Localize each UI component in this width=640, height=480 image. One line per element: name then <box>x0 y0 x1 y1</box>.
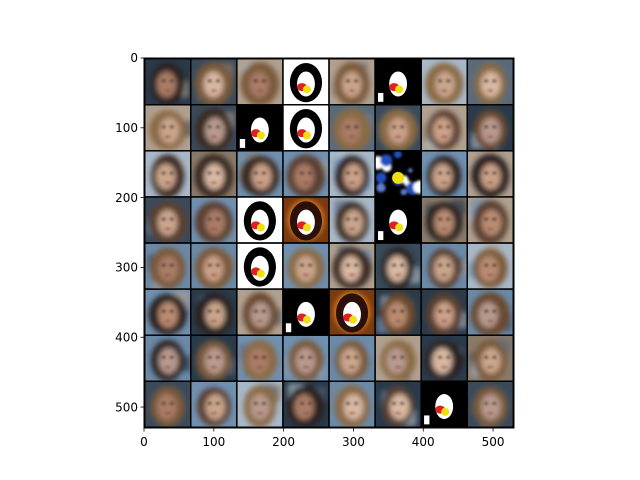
image-tile <box>329 243 375 289</box>
image-tile <box>467 289 513 335</box>
image-tile <box>375 335 421 381</box>
image-tile <box>237 105 283 151</box>
image-tile <box>283 335 329 381</box>
image-tile <box>329 381 375 427</box>
image-tile <box>283 289 329 335</box>
image-tile <box>191 197 237 243</box>
image-tile <box>237 59 283 105</box>
y-axis: 0 100 200 300 400 500 <box>115 51 144 414</box>
image-tile <box>375 59 421 105</box>
image-tile <box>145 289 191 335</box>
image-tile <box>283 105 329 151</box>
image-tile <box>191 105 237 151</box>
y-tick-label: 200 <box>115 191 138 205</box>
image-tile <box>145 381 191 427</box>
image-tile <box>237 289 283 335</box>
x-tick-label: 0 <box>140 435 148 449</box>
image-tile <box>467 105 513 151</box>
image-tile <box>283 243 329 289</box>
image-tile <box>329 335 375 381</box>
image-tile <box>237 243 283 289</box>
plot-area <box>144 58 514 428</box>
image-tile <box>421 335 467 381</box>
image-tile <box>467 243 513 289</box>
image-tile <box>421 243 467 289</box>
image-tile <box>191 59 237 105</box>
image-tile <box>283 381 329 427</box>
image-tile <box>237 335 283 381</box>
image-tile <box>283 151 329 197</box>
image-tile <box>467 197 513 243</box>
x-tick-label: 400 <box>412 435 435 449</box>
image-tile <box>375 243 421 289</box>
image-tile <box>467 381 513 427</box>
y-tick-label: 400 <box>115 330 138 344</box>
image-tile <box>421 197 467 243</box>
y-tick-label: 0 <box>130 51 138 65</box>
image-tile <box>329 59 375 105</box>
image-tile <box>191 243 237 289</box>
image-tile <box>421 151 467 197</box>
image-tile <box>191 381 237 427</box>
image-tile <box>329 289 375 335</box>
image-tile <box>145 105 191 151</box>
image-tile <box>375 197 421 243</box>
x-tick-label: 300 <box>342 435 365 449</box>
image-tile <box>375 105 421 151</box>
image-tile <box>283 59 329 105</box>
image-tile <box>145 151 191 197</box>
image-tile <box>145 197 191 243</box>
image-tile <box>283 197 329 243</box>
image-tile <box>421 105 467 151</box>
image-tile <box>237 151 283 197</box>
y-tick-label: 500 <box>115 400 138 414</box>
x-tick-label: 500 <box>482 435 505 449</box>
image-tile <box>467 335 513 381</box>
image-tile <box>329 151 375 197</box>
axes-frame <box>143 57 515 429</box>
image-tile <box>145 243 191 289</box>
image-tile <box>375 151 421 197</box>
image-tile <box>145 335 191 381</box>
image-tile <box>467 151 513 197</box>
y-tick-label: 300 <box>115 261 138 275</box>
x-axis: 0 100 200 300 400 500 <box>140 428 505 449</box>
image-tile <box>375 381 421 427</box>
image-tile <box>191 289 237 335</box>
image-tile <box>329 105 375 151</box>
image-tile <box>375 289 421 335</box>
image-tile <box>421 289 467 335</box>
image-tile <box>329 197 375 243</box>
image-tile <box>145 59 191 105</box>
image-tile <box>191 151 237 197</box>
image-tile <box>237 197 283 243</box>
image-tile <box>421 59 467 105</box>
y-tick-label: 100 <box>115 121 138 135</box>
image-tiles <box>145 59 513 427</box>
image-tile <box>467 59 513 105</box>
image-tile <box>191 335 237 381</box>
x-tick-label: 100 <box>202 435 225 449</box>
x-tick-label: 200 <box>272 435 295 449</box>
image-tile <box>421 381 467 427</box>
image-tile <box>237 381 283 427</box>
